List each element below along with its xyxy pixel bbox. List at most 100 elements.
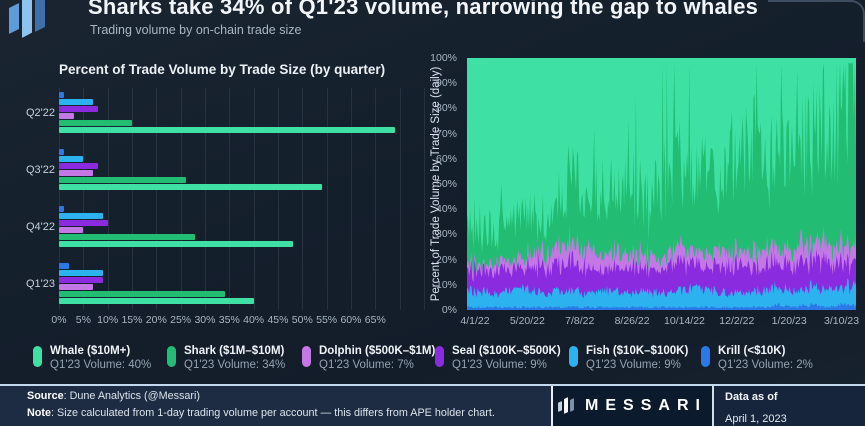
legend-label: Dolphin ($500K–$1M) [319, 345, 436, 357]
bar-seal [59, 106, 98, 112]
bar-chart-title: Percent of Trade Volume by Trade Size (b… [59, 62, 386, 77]
bar-whale [59, 298, 254, 304]
bar-shark [59, 177, 186, 183]
category-label: Q3'22 [26, 164, 56, 176]
legend: Whale ($10M+) Q1'23 Volume: 40% Shark ($1… [0, 344, 865, 380]
gridline [180, 88, 182, 310]
bar-whale [59, 184, 322, 190]
legend-item-seal: Seal ($100K–$500K) Q1'23 Volume: 9% [435, 344, 561, 373]
messari-footer-icon [558, 397, 576, 415]
card-corner-accent [768, 0, 865, 42]
legend-label: Fish ($10K–$100K) [586, 345, 689, 357]
legend-item-fish: Fish ($10K–$100K) Q1'23 Volume: 9% [569, 344, 688, 373]
area-x-ticks: 4/1/22 5/20/22 7/8/22 8/26/22 10/14/22 12/2/2… [460, 315, 859, 329]
gridline [350, 88, 352, 310]
x-tick-label: 10/14/22 [664, 315, 705, 327]
fish-swatch-icon [569, 346, 578, 367]
x-tick-label: 5% [75, 314, 91, 326]
bar-fish [59, 99, 94, 105]
legend-label: Shark ($1M–$10M) [184, 345, 285, 357]
x-tick-label: 12/2/22 [719, 315, 755, 327]
bar-krill [59, 206, 64, 212]
shark-swatch-icon [167, 346, 176, 367]
y-tick-label: 50% [435, 178, 457, 190]
bar-fish [59, 213, 103, 219]
legend-sublabel: Q1'23 Volume: 9% [452, 359, 547, 371]
footer-separator-2 [712, 386, 714, 426]
legend-label: Krill (<$10K) [718, 345, 786, 357]
legend-sublabel: Q1'23 Volume: 40% [50, 359, 152, 371]
bar-fish [59, 270, 103, 276]
logo-bar-middle [22, 0, 32, 38]
bar-krill [59, 149, 64, 155]
logo-bar-right [35, 0, 45, 32]
legend-item-whale: Whale ($10M+) Q1'23 Volume: 40% [33, 344, 151, 373]
y-tick-label: 20% [435, 253, 457, 266]
x-tick-label: 25% [170, 314, 192, 326]
x-tick-label: 45% [267, 314, 289, 326]
footer-brand-block: MESSARI [553, 386, 712, 426]
bar-fish [59, 156, 84, 162]
legend-label: Whale ($10M+) [50, 345, 131, 357]
bar-seal [59, 220, 108, 226]
source-value: : Dune Analytics (@Messari) [63, 390, 200, 402]
category-label: Q2'22 [26, 107, 56, 119]
y-tick-label: 90% [435, 77, 457, 90]
bar-seal [59, 277, 103, 283]
legend-sublabel: Q1'23 Volume: 34% [184, 359, 286, 371]
gridline [131, 88, 133, 310]
gridline [326, 88, 328, 310]
gridline [156, 88, 158, 310]
x-tick-label: 4/1/22 [460, 315, 490, 327]
gridline [277, 88, 279, 310]
bar-krill [59, 92, 64, 98]
y-tick-label: 0% [441, 304, 457, 316]
x-tick-label: 3/10/23 [824, 315, 860, 327]
gridline [375, 88, 377, 310]
area-y-ticks: 0% 10% 20% 30% 40% 50% 60% 70% 80% 90% 100% [423, 52, 461, 316]
y-tick-label: 60% [435, 152, 457, 165]
footer-source-block: Source: Dune Analytics (@Messari) Note: … [0, 386, 551, 426]
x-tick-label: 10% [97, 314, 119, 326]
bar-dolphin [59, 170, 94, 176]
whale-swatch-icon [33, 346, 42, 367]
logo-bar-left [9, 3, 19, 34]
gridline [83, 88, 85, 310]
brand-wordmark: MESSARI [585, 397, 707, 414]
bar-whale [59, 127, 396, 133]
gridline [107, 88, 109, 310]
x-tick-label: 15% [121, 314, 143, 326]
data-as-of-label: Data as of [725, 391, 778, 403]
x-tick-label: 0% [51, 314, 67, 326]
legend-item-dolphin: Dolphin ($500K–$1M) Q1'23 Volume: 7% [302, 344, 435, 373]
messari-mark-icon [9, 0, 51, 42]
note-value: : Size calculated from 1-day trading vol… [51, 407, 495, 419]
y-tick-label: 70% [435, 127, 457, 140]
footer-separator [551, 386, 553, 426]
x-tick-label: 35% [218, 314, 240, 326]
footer: Source: Dune Analytics (@Messari) Note: … [0, 386, 865, 426]
x-tick-label: 50% [291, 314, 313, 326]
x-tick-label: 60% [340, 314, 362, 326]
bar-whale [59, 241, 293, 247]
legend-item-shark: Shark ($1M–$10M) Q1'23 Volume: 34% [167, 344, 285, 373]
bar-plot: 0% 5% 10% 15% 20% 25% 30% 35% 40% 45% 50% 55% 60% 65%… [26, 86, 431, 330]
area-plot [467, 58, 856, 310]
x-tick-label: 55% [316, 314, 338, 326]
x-tick-label: 40% [243, 314, 265, 326]
bar-shark [59, 120, 133, 126]
x-tick-label: 30% [194, 314, 216, 326]
legend-sublabel: Q1'23 Volume: 9% [586, 359, 681, 371]
y-tick-label: 100% [430, 52, 457, 64]
page-title: Sharks take 34% of Q1'23 volume, narrowi… [88, 0, 759, 19]
data-as-of-block: Data as of April 1, 2023 [714, 386, 865, 426]
x-tick-label: 5/20/22 [509, 315, 545, 327]
source-line: Source: Dune Analytics (@Messari) [27, 390, 200, 402]
area-layer-krill [467, 302, 856, 310]
legend-sublabel: Q1'23 Volume: 2% [718, 359, 813, 371]
y-tick-label: 80% [435, 102, 457, 115]
bar-dolphin [59, 113, 74, 119]
gridline [399, 88, 401, 310]
legend-item-krill: Krill (<$10K) Q1'23 Volume: 2% [701, 344, 813, 373]
